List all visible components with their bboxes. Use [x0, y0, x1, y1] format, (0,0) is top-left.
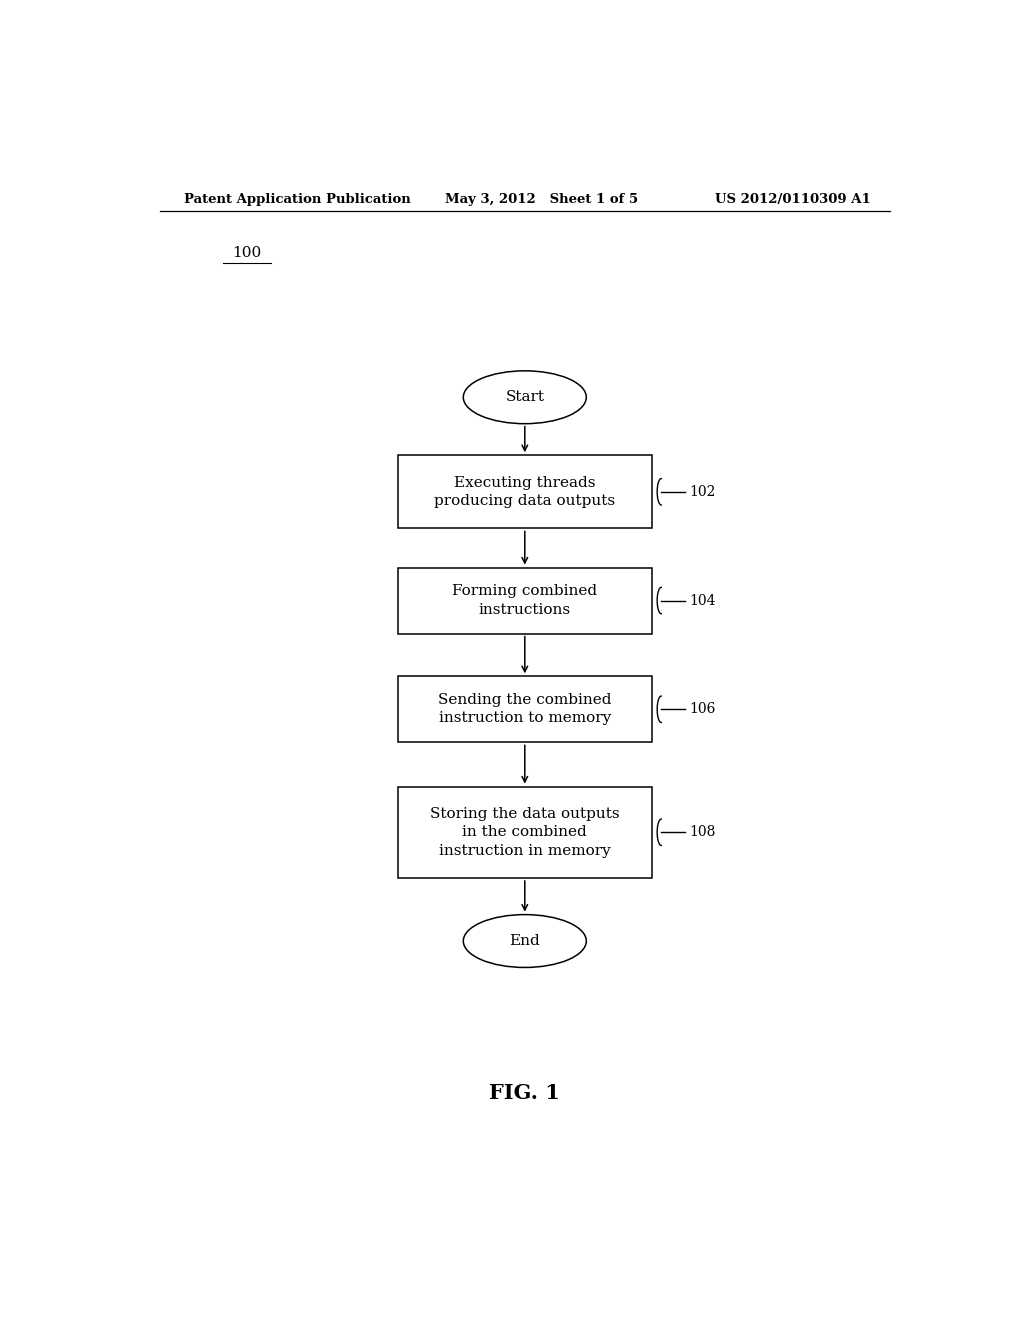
Text: 104: 104 — [689, 594, 716, 607]
Text: 102: 102 — [689, 484, 716, 499]
Text: End: End — [509, 935, 541, 948]
Text: Storing the data outputs
in the combined
instruction in memory: Storing the data outputs in the combined… — [430, 807, 620, 858]
Text: US 2012/0110309 A1: US 2012/0110309 A1 — [715, 193, 871, 206]
Bar — [397, 676, 651, 742]
Text: 108: 108 — [689, 825, 716, 840]
Text: 100: 100 — [232, 246, 262, 260]
Text: Sending the combined
instruction to memory: Sending the combined instruction to memo… — [438, 693, 611, 726]
Bar — [397, 455, 651, 528]
Bar — [397, 787, 651, 878]
Text: FIG. 1: FIG. 1 — [489, 1084, 560, 1104]
Text: Patent Application Publication: Patent Application Publication — [183, 193, 411, 206]
Text: May 3, 2012   Sheet 1 of 5: May 3, 2012 Sheet 1 of 5 — [445, 193, 639, 206]
Text: Executing threads
producing data outputs: Executing threads producing data outputs — [434, 475, 615, 508]
Text: Start: Start — [505, 391, 545, 404]
Bar — [397, 568, 651, 634]
Text: Forming combined
instructions: Forming combined instructions — [453, 585, 597, 616]
Text: 106: 106 — [689, 702, 716, 717]
